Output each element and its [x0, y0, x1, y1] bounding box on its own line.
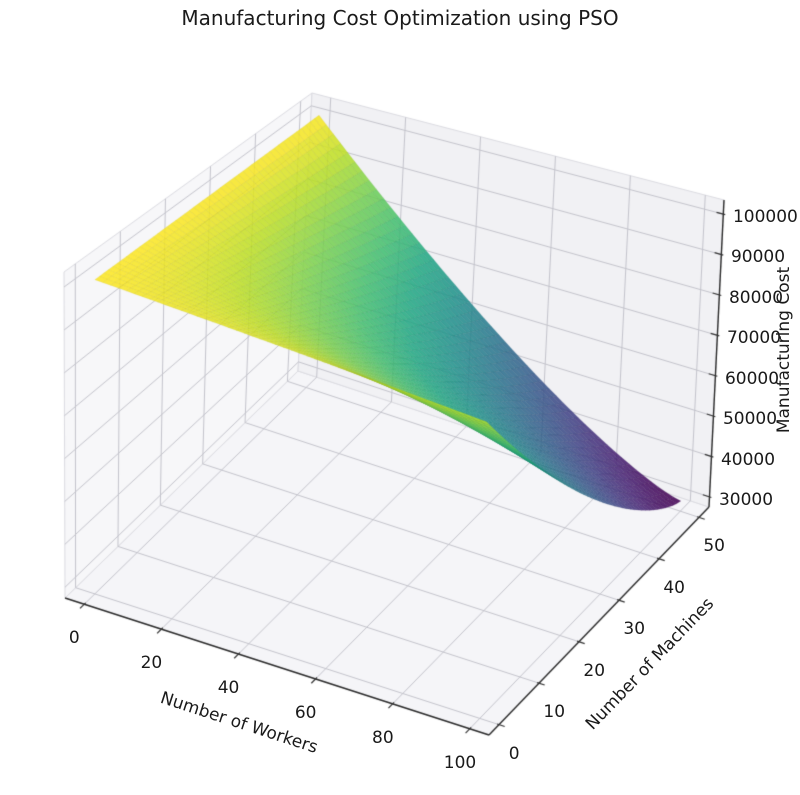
x-tick-label: 60: [294, 702, 317, 723]
z-tick-label: 100000: [732, 206, 798, 227]
x-tick-label: 80: [372, 727, 394, 748]
z-tick-label: 80000: [728, 287, 784, 308]
x-tick-label: 40: [217, 677, 240, 698]
z-tick-label: 50000: [722, 409, 778, 430]
z-tick-label: 60000: [724, 368, 780, 389]
z-tick-label: 30000: [718, 490, 774, 511]
y-tick-label: 40: [663, 577, 686, 598]
y-tick-label: 20: [583, 660, 606, 681]
y-tick-label: 10: [543, 702, 566, 723]
y-tick-label: 0: [508, 743, 520, 764]
z-tick-label: 70000: [726, 328, 782, 349]
x-tick-label: 0: [68, 628, 80, 648]
y-tick-label: 50: [703, 536, 726, 557]
plot-title: Manufacturing Cost Optimization using PS…: [181, 6, 619, 30]
z-tick-label: 90000: [730, 247, 786, 268]
x-tick-label: 100: [443, 752, 477, 773]
y-tick-label: 30: [623, 619, 646, 640]
x-tick-label: 20: [140, 652, 163, 673]
z-tick-label: 40000: [720, 449, 776, 470]
